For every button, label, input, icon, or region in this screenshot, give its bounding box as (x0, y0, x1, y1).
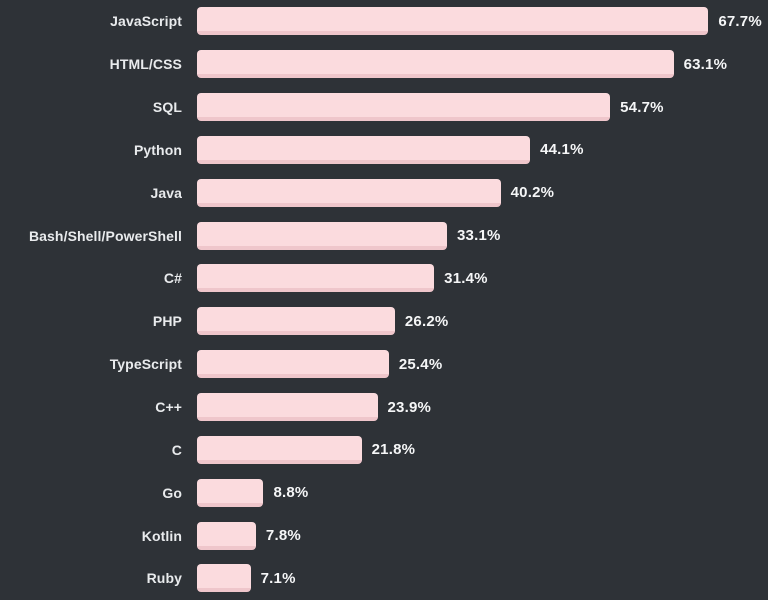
bar-track: 31.4% (197, 257, 768, 300)
bar (197, 307, 395, 336)
bar-value: 23.9% (387, 398, 432, 416)
bar-track: 26.2% (197, 300, 768, 343)
bar-value: 33.1% (457, 227, 501, 245)
bar-label: Python (133, 141, 182, 158)
bar-row: Python 44.1% (0, 129, 768, 172)
bar (197, 50, 674, 79)
bar-row: JavaScript 67.7% (0, 0, 768, 43)
bar-value: 54.7% (620, 98, 664, 116)
bar (197, 93, 611, 122)
bar-label: SQL (152, 99, 182, 116)
bar-label: PHP (152, 313, 182, 330)
bar (197, 221, 447, 250)
bar-value: 25.4% (398, 355, 443, 373)
bar-value: 7.8% (265, 527, 301, 545)
bar-row: HTML/CSS 63.1% (0, 43, 768, 86)
bar-value: 26.2% (404, 312, 449, 330)
bar (197, 435, 362, 464)
bar-track: 54.7% (197, 86, 768, 129)
bar-track: 40.2% (197, 171, 768, 214)
bar-value: 21.8% (371, 441, 416, 459)
bar-track: 21.8% (197, 428, 768, 471)
bar-row: Kotlin 7.8% (0, 514, 768, 557)
bar-track: 7.1% (197, 557, 768, 600)
bar-value: 63.1% (683, 55, 728, 73)
bar-label: Java (150, 184, 182, 201)
bar-row: Ruby 7.1% (0, 557, 768, 600)
bar (197, 135, 531, 164)
bar-label: C# (163, 270, 182, 287)
bar-row: C++ 23.9% (0, 386, 768, 429)
bar (197, 264, 435, 293)
bar-value: 7.1% (260, 569, 296, 587)
bar-track: 33.1% (197, 214, 768, 257)
bar-row: Java 40.2% (0, 171, 768, 214)
bar-track: 25.4% (197, 343, 768, 386)
bar (197, 393, 378, 422)
bar-track: 67.7% (197, 0, 768, 43)
bar (197, 178, 501, 207)
bar-label: C++ (155, 399, 182, 416)
bar-track: 7.8% (197, 514, 768, 557)
bar (197, 564, 251, 593)
bar-label: C (171, 441, 182, 458)
bar-value: 44.1% (540, 141, 584, 159)
bar-label: Ruby (146, 570, 182, 587)
bar-label: HTML/CSS (109, 56, 182, 73)
bar-track: 8.8% (197, 471, 768, 514)
bar-label: Bash/Shell/PowerShell (28, 227, 182, 244)
bar-value: 67.7% (718, 12, 762, 30)
bar-value: 31.4% (444, 269, 488, 287)
bar (197, 478, 264, 507)
bar (197, 7, 709, 36)
bar-row: Bash/Shell/PowerShell 33.1% (0, 214, 768, 257)
bar-row: TypeScript 25.4% (0, 343, 768, 386)
bar-value: 8.8% (273, 484, 309, 502)
bar-label: JavaScript (110, 13, 182, 30)
bar-track: 63.1% (197, 43, 768, 86)
bar-label: Go (162, 484, 182, 501)
bar-row: SQL 54.7% (0, 86, 768, 129)
bar-row: Go 8.8% (0, 471, 768, 514)
bar-row: PHP 26.2% (0, 300, 768, 343)
bar-row: C 21.8% (0, 428, 768, 471)
bar-label: TypeScript (109, 356, 182, 373)
bar-label: Kotlin (141, 527, 182, 544)
bar (197, 521, 256, 550)
bar-row: C# 31.4% (0, 257, 768, 300)
bar (197, 350, 389, 379)
bar-track: 44.1% (197, 129, 768, 172)
bar-track: 23.9% (197, 386, 768, 429)
bar-value: 40.2% (510, 184, 555, 202)
